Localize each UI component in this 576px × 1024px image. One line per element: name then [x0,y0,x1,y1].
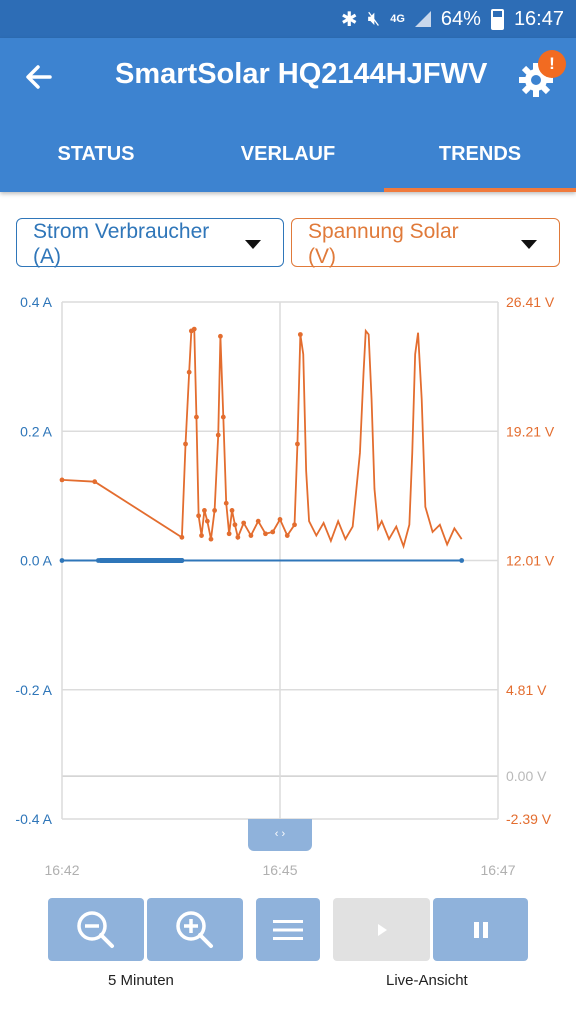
y-right-tick-label: 19.21 V [506,423,555,439]
data-point-right [284,533,290,538]
tab-trends[interactable]: TRENDS [384,134,576,192]
data-point-right [218,333,223,339]
status-bar: ✱ 🔇︎ 4G 64% 16:47 [0,0,576,38]
data-point-right [229,508,235,513]
data-point-right [232,522,238,528]
right-series-line2: (V) [308,245,336,268]
data-point-left [459,558,465,563]
clock: 16:47 [513,7,564,30]
data-point-right [263,531,268,537]
y-left-tick-label: -0.2 A [15,682,52,698]
y-right-tick-label: 26.41 V [506,294,555,310]
back-arrow-icon[interactable] [22,60,56,94]
zoom-out-button[interactable] [48,898,144,961]
zoom-in-icon [176,910,213,948]
chart-labels: 0.4 A 0.2 A 0.0 A -0.2 A -0.4 A 26.41 V 19.21 … [15,294,555,875]
left-series-label: Strom Verbraucher (A) [33,219,209,269]
x-tick-label: 16:45 [262,862,297,875]
x-tick-label: 16:47 [480,862,515,875]
play-icon [377,923,387,936]
data-point-right [191,326,197,332]
left-series-dropdown[interactable]: Strom Verbraucher (A) [16,218,284,269]
y-left-tick-label: 0.2 A [20,423,53,439]
data-point-right [220,414,226,420]
data-point-left [59,558,65,563]
y-right-tick-label: 4.81 V [506,682,547,698]
right-series-dropdown[interactable]: Spannung Solar (V) [291,218,560,269]
signal-icon [414,11,431,27]
page-title: SmartSolar HQ2144HJFWV [115,58,488,90]
data-point-right [92,479,98,485]
data-point-right [204,518,210,524]
data-point-right [235,534,241,540]
series-line-right [61,327,463,550]
chart-series [59,326,465,563]
y-right-tick-label: 12.01 V [506,553,555,569]
right-series-line1: Spannung Solar [308,220,459,243]
data-point-right [295,441,300,447]
trend-chart[interactable]: 0.4 A 0.2 A 0.0 A -0.2 A -0.4 A 26.41 V 19.21 … [0,285,576,875]
data-point-right [292,522,297,528]
y-right-tick-label: 0.00 V [506,768,547,784]
data-point-right [248,533,254,538]
data-point-right [196,513,202,519]
data-point-right [59,477,65,483]
tab-status[interactable]: STATUS [57,143,135,165]
data-point-right [241,520,247,526]
gear-icon[interactable] [516,60,556,100]
chevron-down-icon [521,240,537,249]
pause-button[interactable] [433,898,528,961]
app-bar: SmartSolar HQ2144HJFWV ! STATUS VERLAUF … [0,38,576,192]
battery-icon [490,8,504,30]
bluetooth-icon: ✱ [340,8,358,31]
play-button[interactable] [333,898,430,961]
data-point-right [226,531,232,537]
data-point-right [215,432,221,438]
status-icons: ✱ 🔇︎ 4G 64% 16:47 [341,6,564,32]
right-series-label: Spannung Solar (V) [308,219,459,269]
data-point-right [212,508,218,513]
data-point-right [186,369,192,375]
y-left-tick-label: 0.0 A [20,553,53,569]
pan-handle-icon: ‹ › [274,828,286,840]
data-point-right [179,534,185,540]
data-point-right [270,529,276,535]
data-point-right [277,516,283,522]
y-right-tick-label: -2.39 V [506,811,552,827]
mute-icon: 🔇︎ [367,7,381,30]
pause-icon [473,921,488,938]
data-point-right [297,332,303,337]
y-left-tick-label: -0.4 A [15,811,52,827]
x-tick-label: 16:42 [44,862,79,875]
battery-percent: 64% [440,7,481,30]
chevron-down-icon [245,240,261,249]
pan-handle[interactable]: ‹ › [248,819,312,851]
data-point-right [223,500,229,506]
zoom-level-label: 5 Minuten [108,972,174,989]
zoom-out-icon [77,910,114,948]
data-point-right [194,414,199,420]
network-type: 4G [390,13,405,25]
data-point-right [255,518,261,524]
data-point-right [208,536,214,542]
menu-icon [273,919,303,940]
tab-verlauf[interactable]: VERLAUF [240,143,336,165]
menu-button[interactable] [256,898,320,961]
data-point-right [202,508,207,513]
left-series-line2: (A) [33,245,61,268]
zoom-in-button[interactable] [147,898,243,961]
data-point-right [199,533,204,538]
y-left-tick-label: 0.4 A [20,294,53,310]
data-point-right [183,441,188,447]
notification-badge[interactable]: ! [538,50,566,78]
left-series-line1: Strom Verbraucher [33,220,210,243]
live-view-label: Live-Ansicht [386,972,468,989]
tab-bar: STATUS VERLAUF TRENDS [0,134,576,192]
